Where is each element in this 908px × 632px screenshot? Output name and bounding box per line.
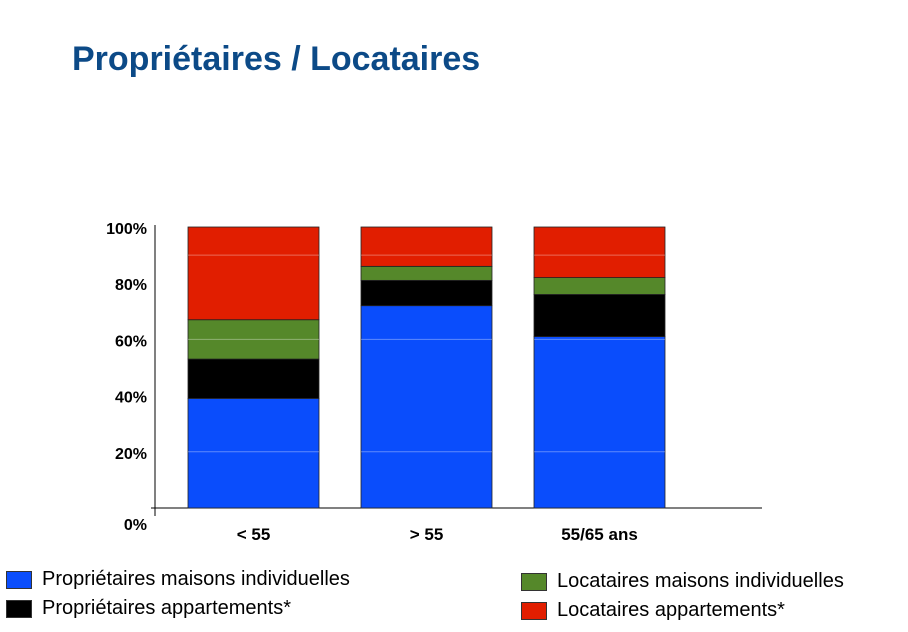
legend-label: Propriétaires maisons individuelles (42, 568, 350, 590)
bar-segment (533, 294, 666, 337)
x-tick-label: > 55 (410, 525, 444, 544)
y-tick-label: 100% (106, 221, 147, 238)
bar-segment (187, 358, 320, 399)
bar-segment (360, 265, 493, 281)
x-tick-label: < 55 (237, 525, 271, 544)
legend-swatch (6, 570, 32, 589)
bar-segment (533, 226, 666, 278)
chart-title: Propriétaires / Locataires (72, 40, 481, 78)
y-tick-label: 80% (115, 277, 147, 294)
legend-item-locataires-maisons: Locataires maisons individuelles (521, 570, 844, 593)
y-tick-label: 40% (115, 390, 147, 407)
x-tick-label: 55/65 ans (561, 525, 638, 544)
bar-segment (360, 305, 493, 509)
legend-item-locataires-appartements: Locataires appartements* (521, 599, 785, 622)
y-tick-label: 60% (115, 333, 147, 350)
legend-label: Propriétaires appartements* (42, 597, 292, 619)
y-tick-label: 0% (124, 517, 147, 534)
bar-segment (187, 398, 320, 509)
bar-segment (187, 319, 320, 360)
bar-segment (360, 226, 493, 267)
bar-segment (533, 277, 666, 295)
legend-label: Locataires maisons individuelles (557, 570, 844, 592)
legend-item-proprietaires-appartements: Propriétaires appartements* (6, 597, 291, 620)
bar-segment (533, 336, 666, 509)
legend-swatch (521, 601, 547, 620)
legend-swatch (6, 599, 32, 618)
y-tick-label: 20% (115, 446, 147, 463)
legend-item-proprietaires-maisons: Propriétaires maisons individuelles (6, 568, 350, 591)
legend-swatch (521, 572, 547, 591)
bar-segment (187, 226, 320, 321)
legend-label: Locataires appartements* (557, 599, 785, 621)
bar-segment (360, 279, 493, 307)
